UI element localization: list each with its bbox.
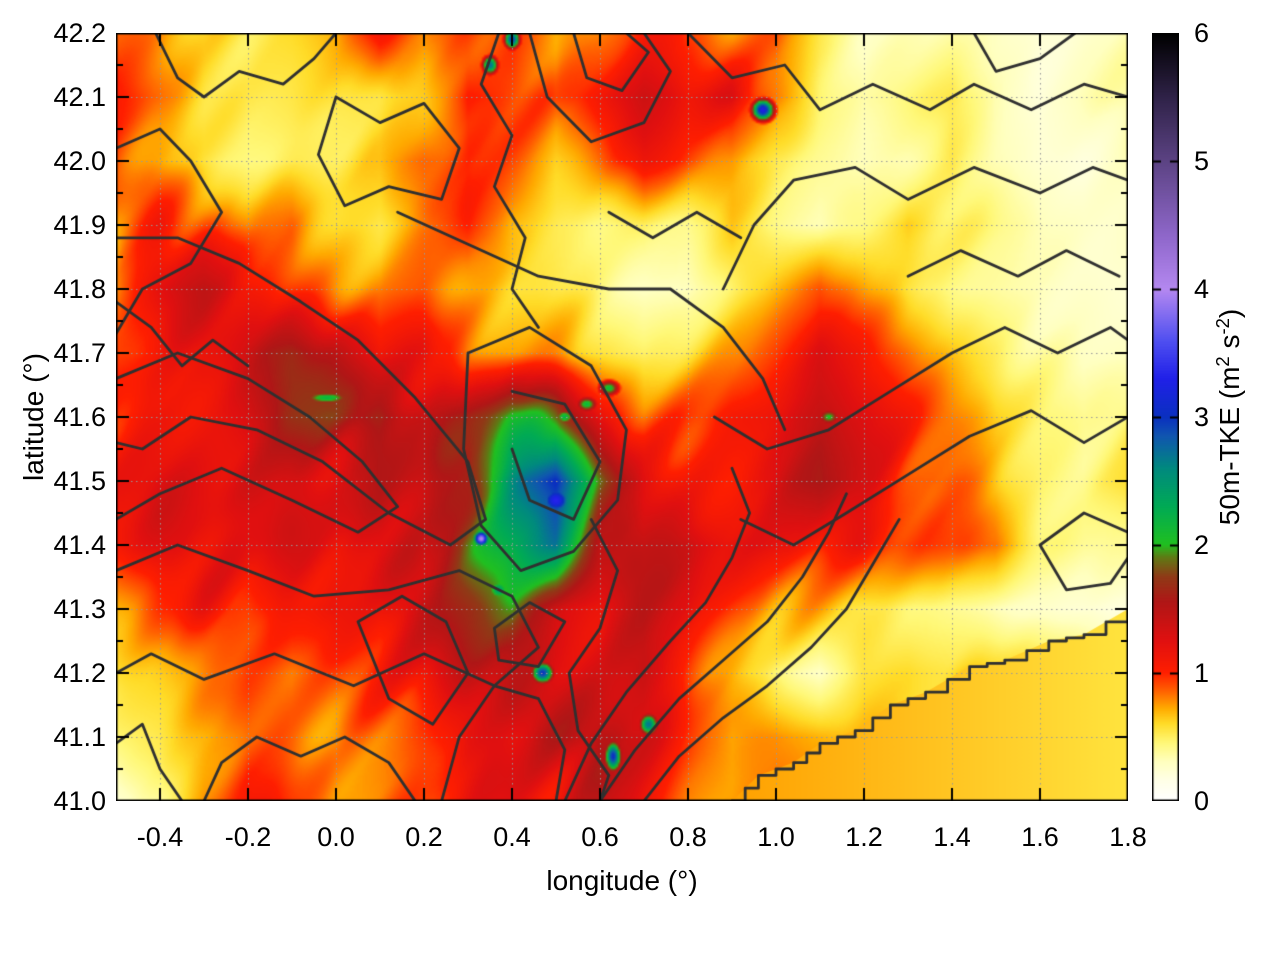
x-tick-label: 0.4 — [493, 822, 531, 852]
y-tick-label: 41.5 — [53, 466, 106, 496]
y-tick-label: 42.0 — [53, 146, 106, 176]
colorbar-tick-label: 3 — [1194, 402, 1210, 432]
colorbar-title-mid: s — [1214, 334, 1246, 357]
colorbar-gradient-canvas — [1152, 33, 1179, 801]
y-tick-label: 41.2 — [53, 658, 106, 688]
x-tick-label: 1.6 — [1021, 822, 1059, 852]
colorbar-tick-label: 4 — [1194, 274, 1210, 304]
y-tick-label: 42.1 — [53, 82, 106, 112]
colorbar-title-supm2: -2 — [1211, 318, 1233, 335]
x-tick-label: 0.0 — [317, 822, 355, 852]
x-tick-label: 0.6 — [581, 822, 619, 852]
y-tick-label: 41.1 — [53, 722, 106, 752]
x-tick-label: 1.2 — [845, 822, 883, 852]
y-tick-label: 41.4 — [53, 530, 106, 560]
colorbar-tick-label: 5 — [1194, 146, 1210, 176]
x-tick-label: 1.0 — [757, 822, 795, 852]
x-axis-title: longitude (°) — [546, 865, 698, 896]
x-tick-label: -0.2 — [224, 822, 272, 852]
y-tick-label: 41.0 — [53, 786, 106, 816]
colorbar-title-sup2: 2 — [1211, 356, 1233, 367]
colorbar-title-text: 50m-TKE (m — [1214, 366, 1246, 526]
y-tick-label: 41.6 — [53, 402, 106, 432]
y-tick-label: 41.8 — [53, 274, 106, 304]
x-tick-label: 0.2 — [405, 822, 443, 852]
y-axis-title: latitude (°) — [18, 353, 49, 481]
x-tick-label: 1.8 — [1109, 822, 1147, 852]
colorbar-tick-label: 6 — [1194, 18, 1210, 48]
x-tick-label: 0.8 — [669, 822, 707, 852]
colorbar-tick-label: 1 — [1194, 658, 1210, 688]
colorbar-title: 50m-TKE (m2 s-2) — [1212, 309, 1246, 526]
y-tick-label: 41.3 — [53, 594, 106, 624]
y-tick-label: 41.7 — [53, 338, 106, 368]
x-tick-label: -0.4 — [136, 822, 184, 852]
colorbar-tick-label: 0 — [1194, 786, 1210, 816]
colorbar-title-close: ) — [1214, 308, 1246, 319]
y-tick-label: 41.9 — [53, 210, 106, 240]
colorbar-tick-label: 2 — [1194, 530, 1210, 560]
x-tick-label: 1.4 — [933, 822, 971, 852]
heatmap-plot-canvas — [116, 33, 1128, 801]
y-tick-label: 42.2 — [53, 18, 106, 48]
